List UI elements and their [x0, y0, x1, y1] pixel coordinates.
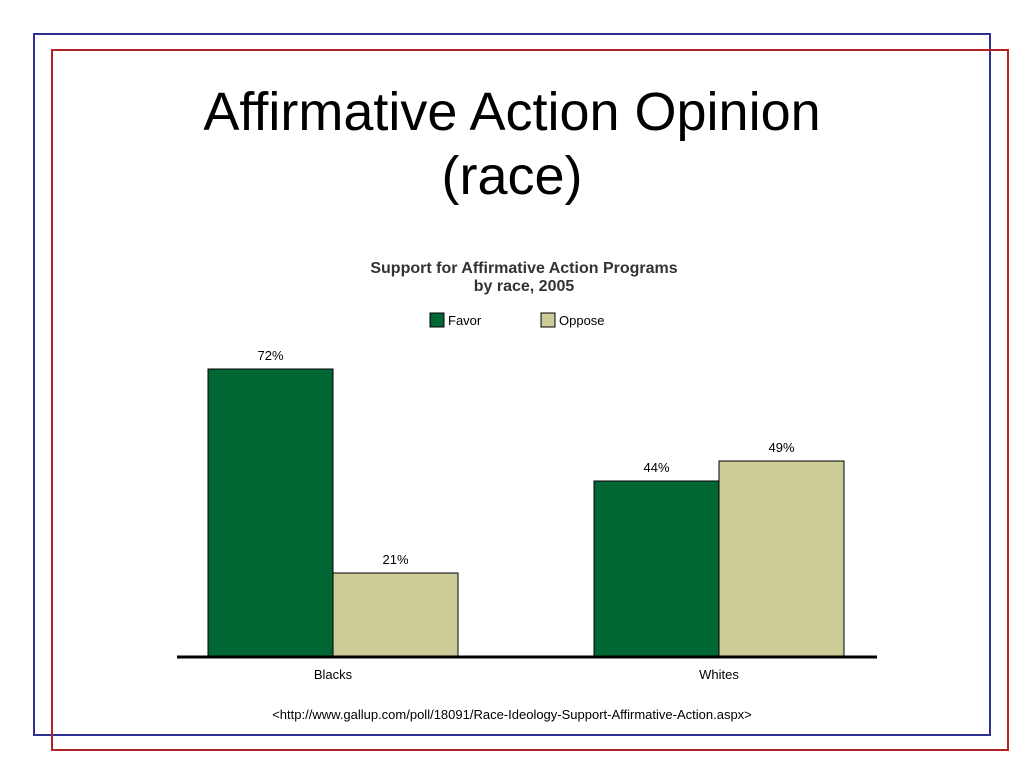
slide-title-line1: Affirmative Action Opinion	[203, 82, 821, 142]
x-tick-label-whites: Whites	[699, 667, 739, 682]
source-citation: <http://www.gallup.com/poll/18091/Race-I…	[272, 707, 752, 722]
x-tick-labels: Blacks Whites	[314, 667, 740, 682]
legend-swatch-oppose	[540, 312, 556, 328]
bar-blacks-oppose	[332, 572, 459, 658]
chart-title: Support for Affirmative Action Programs	[370, 260, 677, 277]
bar-whites-oppose	[718, 460, 845, 658]
slide-frame-red	[51, 49, 1009, 751]
legend-swatch-favor	[429, 312, 445, 328]
bar-blacks-favor	[207, 368, 334, 658]
legend-label-favor: Favor	[448, 313, 482, 328]
x-tick-label-blacks: Blacks	[314, 667, 353, 682]
chart-subtitle: by race, 2005	[474, 278, 575, 295]
chart-bars: 72% 21% 44% 49%	[207, 348, 845, 658]
slide-title-line2: (race)	[441, 146, 583, 206]
data-label-blacks-favor: 72%	[257, 348, 283, 363]
legend-label-oppose: Oppose	[559, 313, 605, 328]
bar-whites-favor	[593, 480, 720, 658]
chart-legend: Favor Oppose	[429, 312, 605, 328]
slide-frame-blue	[33, 33, 991, 736]
data-label-blacks-oppose: 21%	[382, 552, 408, 567]
data-label-whites-oppose: 49%	[768, 440, 794, 455]
data-label-whites-favor: 44%	[643, 460, 669, 475]
slide-title: Affirmative Action Opinion (race)	[60, 80, 964, 208]
